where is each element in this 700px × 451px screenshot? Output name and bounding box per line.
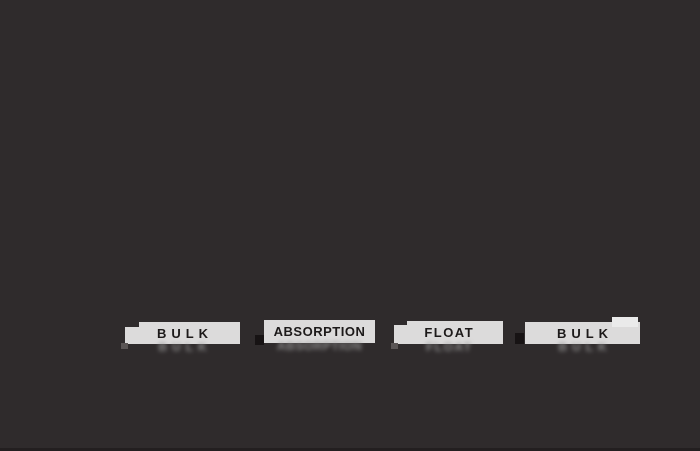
- label-text: FLOAT: [424, 325, 475, 340]
- label-text: BULK: [556, 325, 614, 341]
- label-reflection: BULK: [158, 340, 212, 354]
- label-reflection: ABSORPTION: [276, 339, 362, 353]
- label-float[interactable]: FLOAT FLOAT: [394, 321, 503, 353]
- gray-marker-square: [391, 343, 398, 349]
- label-text: BULK: [156, 325, 214, 341]
- label-bulk-1[interactable]: BULK BULK: [125, 322, 240, 353]
- light-marker-square: [612, 317, 638, 327]
- dark-marker-square: [255, 335, 264, 345]
- notch-cutout: [394, 321, 407, 325]
- gray-marker-square: [121, 343, 128, 349]
- label-absorption[interactable]: ABSORPTION ABSORPTION: [264, 320, 375, 352]
- label-text: ABSORPTION: [273, 324, 366, 339]
- dark-marker-square: [515, 333, 524, 344]
- notch-cutout: [125, 322, 139, 327]
- bottom-edge-line: [0, 448, 700, 451]
- label-reflection: FLOAT: [425, 340, 473, 354]
- label-bulk-2[interactable]: BULK BULK: [525, 317, 640, 353]
- label-reflection: BULK: [558, 340, 612, 354]
